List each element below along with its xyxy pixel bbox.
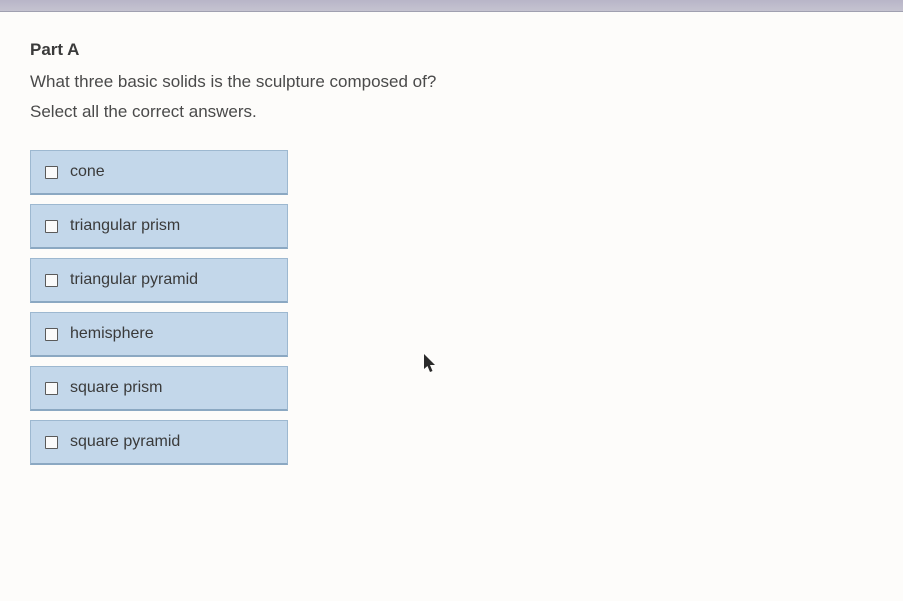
checkbox-icon — [45, 220, 58, 233]
option-label: triangular pyramid — [70, 271, 198, 289]
option-square-pyramid[interactable]: square pyramid — [30, 420, 288, 465]
options-list: cone triangular prism triangular pyramid… — [30, 150, 288, 465]
checkbox-icon — [45, 328, 58, 341]
option-label: square pyramid — [70, 433, 180, 451]
option-hemisphere[interactable]: hemisphere — [30, 312, 288, 357]
checkbox-icon — [45, 382, 58, 395]
checkbox-icon — [45, 436, 58, 449]
question-text: What three basic solids is the sculpture… — [30, 72, 873, 92]
option-label: hemisphere — [70, 325, 154, 343]
option-label: cone — [70, 163, 105, 181]
question-content: Part A What three basic solids is the sc… — [0, 12, 903, 601]
part-label: Part A — [30, 40, 873, 60]
option-cone[interactable]: cone — [30, 150, 288, 195]
option-square-prism[interactable]: square prism — [30, 366, 288, 411]
cursor-icon — [424, 354, 438, 374]
option-label: square prism — [70, 379, 162, 397]
option-label: triangular prism — [70, 217, 180, 235]
window-top-bar — [0, 0, 903, 12]
option-triangular-pyramid[interactable]: triangular pyramid — [30, 258, 288, 303]
checkbox-icon — [45, 166, 58, 179]
instruction-text: Select all the correct answers. — [30, 102, 873, 122]
checkbox-icon — [45, 274, 58, 287]
option-triangular-prism[interactable]: triangular prism — [30, 204, 288, 249]
